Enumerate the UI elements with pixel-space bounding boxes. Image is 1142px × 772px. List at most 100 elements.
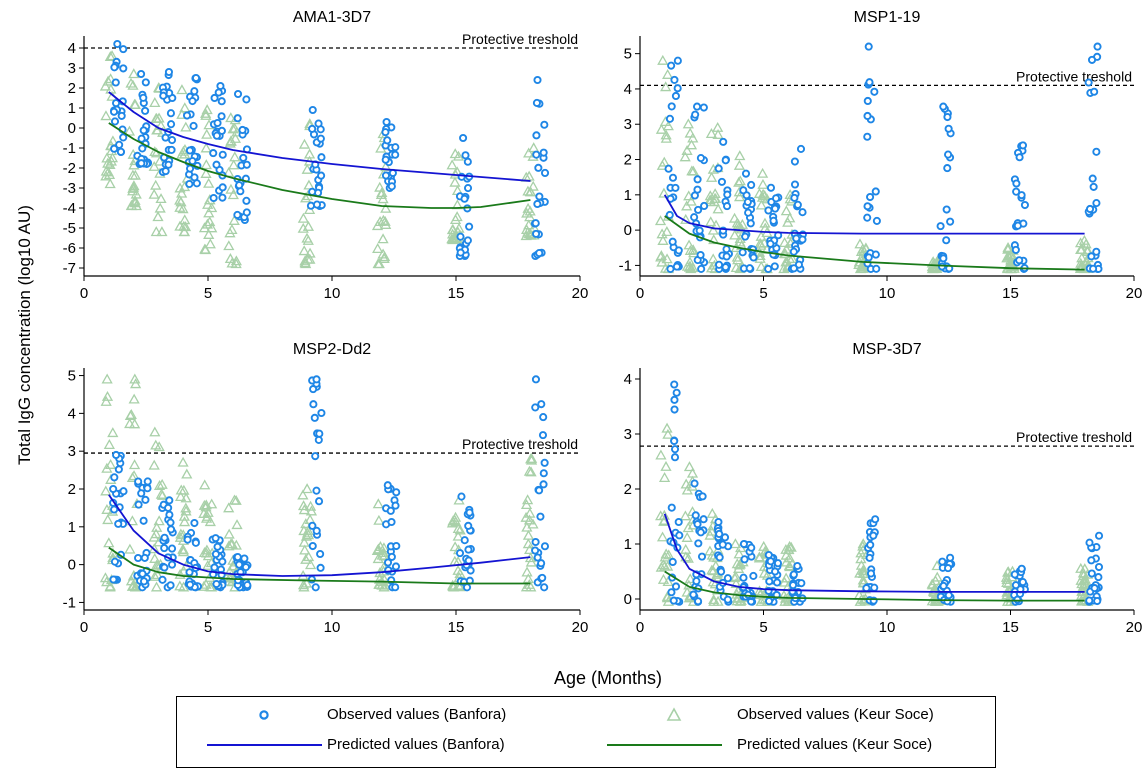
banfora-observed-point [243,581,252,590]
banfora-observed-point [744,208,753,217]
keur-observed-point [780,243,792,254]
keur-observed-point [754,252,766,263]
y-tick-label: 4 [68,40,76,57]
keur-observed-point [778,237,791,247]
banfora-observed-point [670,436,679,446]
banfora-observed-point [143,484,152,493]
banfora-observed-point [113,39,122,49]
keur-observed-point [712,203,724,214]
y-tick-label: 4 [624,81,632,98]
keur-observed-point [454,524,466,535]
keur-observed-point [523,514,536,525]
keur-observed-point [379,215,391,226]
banfora-observed-point [739,573,748,582]
banfora-observed-point [535,486,544,495]
banfora-observed-point [1015,153,1024,162]
banfora-observed-point [1018,141,1028,150]
banfora-observed-point [693,520,702,529]
banfora-observed-point [531,403,540,412]
keur-observed-point [102,157,114,168]
keur-observed-point [127,580,140,591]
keur-observed-point [130,188,142,199]
banfora-observed-point [138,144,147,153]
banfora-observed-point [722,252,731,261]
keur-observed-point [204,581,216,592]
banfora-observed-point [137,159,146,168]
banfora-observed-point [535,192,544,201]
banfora-observed-point [696,250,705,260]
x-tick-label: 0 [636,285,644,302]
banfora-observed-point [531,219,540,228]
keur-observed-point [380,202,392,213]
keur-observed-point [655,449,667,460]
banfora-observed-point [863,111,872,121]
keur-observed-point [680,543,692,554]
banfora-observed-point [391,150,400,159]
keur-observed-point [125,409,137,419]
banfora-observed-point [461,151,470,160]
y-tick-label: 0 [68,120,76,137]
keur-observed-point [100,165,112,176]
keur-observed-point [1077,580,1089,591]
keur-observed-point [929,575,942,586]
keur-observed-point [928,584,941,595]
banfora-observed-point [939,102,948,111]
banfora-observed-point [865,553,874,562]
banfora-observed-point [391,501,400,510]
banfora-observed-point [792,234,801,243]
keur-observed-point [452,530,464,541]
keur-observed-point [658,187,670,198]
banfora-observed-point [210,93,219,103]
y-tick-label: 1 [624,187,632,204]
keur-observed-point [302,551,315,562]
keur-observed-point [687,244,699,255]
keur-observed-point [99,572,112,583]
banfora-observed-point [533,199,542,209]
keur-observed-point [179,214,191,225]
keur-observed-point [230,539,242,550]
y-tick-label: -1 [619,257,632,274]
banfora-observed-point [188,97,197,106]
keur-observed-point [681,484,693,495]
banfora-observed-point [114,465,123,474]
banfora-observed-point [797,579,806,588]
keur-observed-point [302,253,314,264]
banfora-observed-point [391,143,400,152]
banfora-observed-point [771,204,780,213]
keur-observed-point [302,220,315,231]
banfora-observed-point [213,118,222,128]
banfora-observed-point [463,236,472,245]
banfora-observed-point [317,153,326,162]
keur-observed-point [1004,257,1017,268]
keur-observed-point [755,261,767,272]
keur-observed-point [686,165,698,176]
x-tick-label: 5 [759,619,767,636]
keur-observed-point [104,178,116,189]
keur-observed-point [520,499,533,510]
keur-observed-point [780,556,792,567]
keur-observed-point [854,238,866,249]
keur-observed-point [446,159,458,170]
keur-observed-point [200,499,212,510]
keur-observed-point [202,550,214,561]
keur-observed-point [200,109,212,120]
charts-canvas: Total IgG concentration (log10 AU) Age (… [15,9,1142,688]
banfora-observed-point [1088,174,1097,183]
keur-observed-point [224,137,236,148]
banfora-observed-point [770,262,779,271]
banfora-observed-point [137,69,146,79]
keur-observed-point [684,245,696,256]
keur-observed-point [1081,244,1094,255]
banfora-observed-point [190,87,199,96]
keur-observed-point [855,559,868,570]
banfora-observed-point [316,549,325,559]
keur-observed-point [525,186,537,197]
keur-observed-point [656,256,668,267]
keur-observed-point [178,516,191,527]
banfora-observed-point [460,194,469,203]
banfora-observed-point [532,98,541,107]
banfora-observed-point [715,553,724,562]
keur-observed-point [301,527,314,538]
banfora-observed-point [668,173,678,182]
keur-observed-point [206,498,218,509]
